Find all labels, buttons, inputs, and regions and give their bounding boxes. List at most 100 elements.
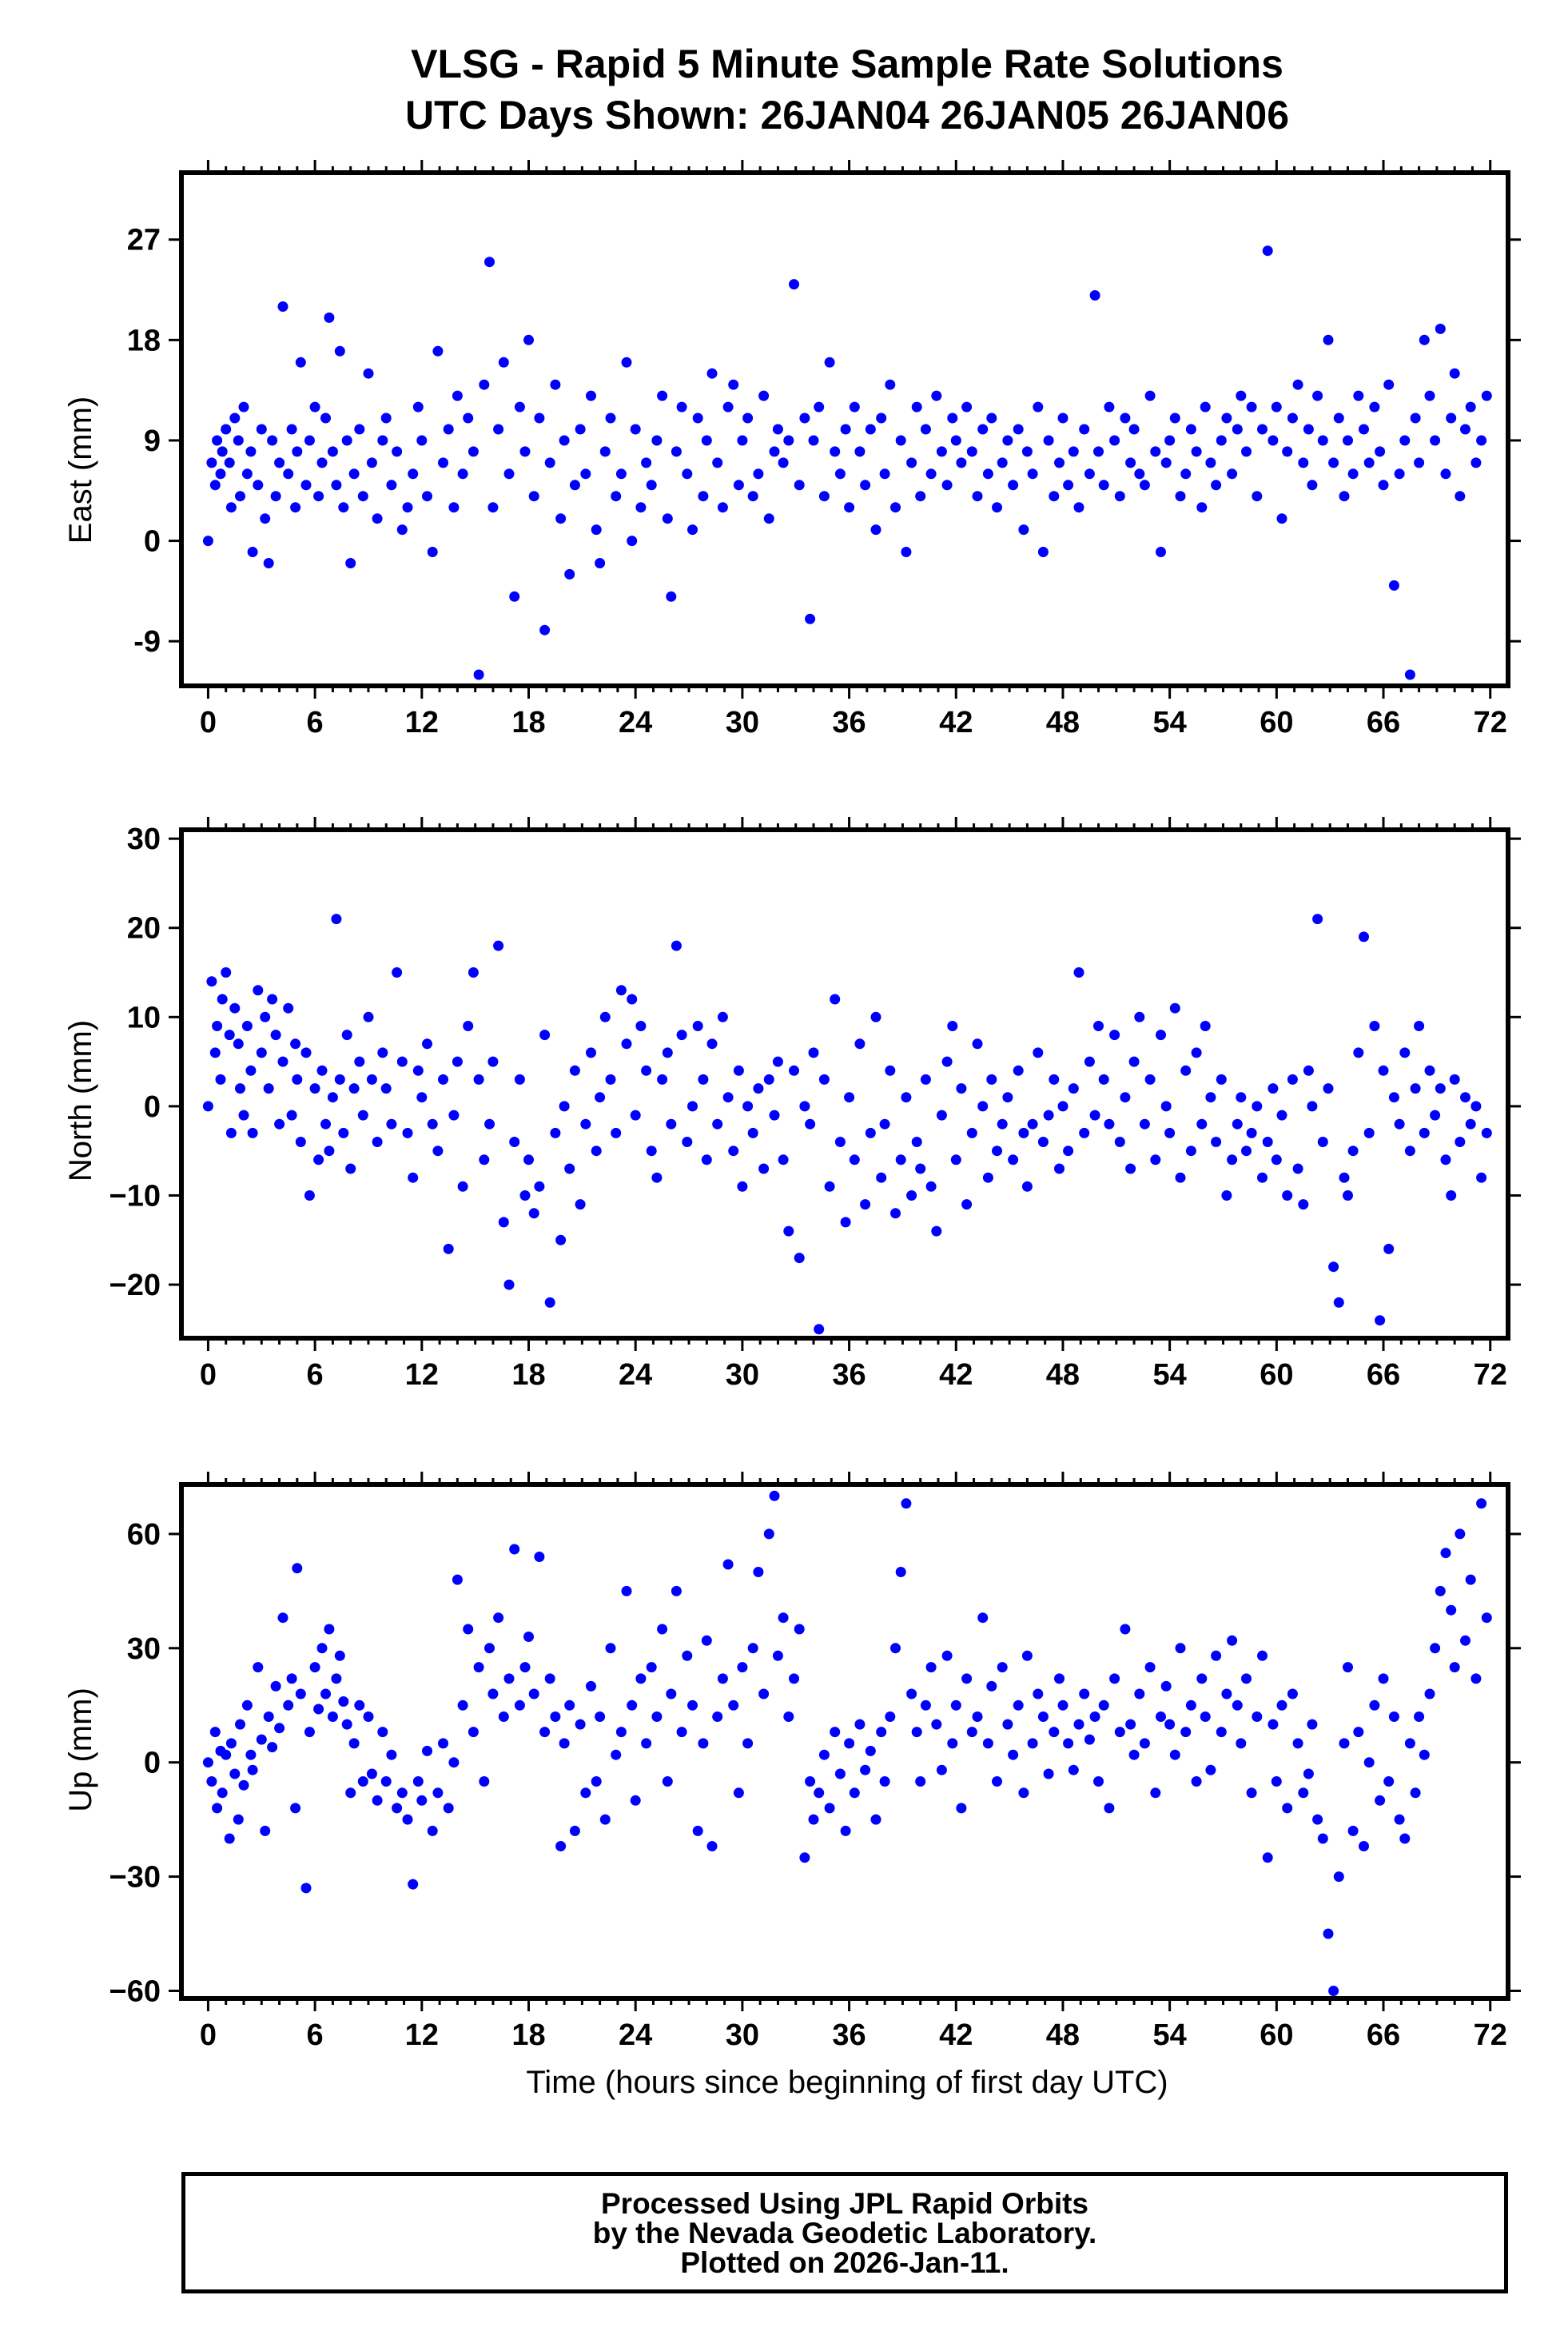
north-data-point <box>931 1225 942 1237</box>
up-data-point <box>212 1803 223 1814</box>
up-data-point <box>457 1699 468 1711</box>
east-data-point <box>1021 446 1033 457</box>
north-data-point <box>1312 914 1323 925</box>
north-data-point <box>1160 1101 1172 1112</box>
up-data-point <box>1227 1635 1238 1646</box>
north-data-point <box>936 1110 947 1121</box>
north-data-point <box>514 1074 525 1085</box>
up-data-point <box>947 1738 958 1749</box>
north-data-point <box>366 1074 377 1085</box>
up-data-point <box>1414 1711 1425 1722</box>
north-data-point <box>840 1217 851 1228</box>
up-data-point <box>1128 1749 1140 1760</box>
north-data-point <box>1098 1074 1109 1085</box>
up-data-point <box>778 1612 789 1624</box>
up-data-point <box>1089 1711 1100 1722</box>
east-data-point <box>304 435 315 446</box>
up-data-point <box>225 1738 237 1749</box>
up-data-point <box>209 1727 221 1738</box>
up-data-point <box>747 1643 758 1654</box>
north-data-point <box>1241 1146 1252 1157</box>
east-data-point <box>1169 412 1180 424</box>
east-data-point <box>1323 334 1334 345</box>
up-data-point <box>844 1738 855 1749</box>
up-data-point <box>635 1673 647 1684</box>
north-data-point <box>1013 1065 1024 1076</box>
north-data-point <box>706 1038 718 1050</box>
east-x-tick-label: 12 <box>405 706 439 739</box>
east-data-point <box>1446 412 1457 424</box>
east-data-point <box>1404 669 1415 680</box>
east-data-point <box>763 513 774 524</box>
east-data-point <box>422 491 432 502</box>
east-x-tick-label: 30 <box>726 706 759 739</box>
east-data-point <box>292 446 303 457</box>
north-data-point <box>1196 1118 1208 1130</box>
north-data-point <box>221 967 232 978</box>
up-data-point <box>599 1814 611 1825</box>
north-data-point <box>1388 1092 1399 1103</box>
up-data-point <box>448 1757 460 1768</box>
east-data-point <box>1049 491 1060 502</box>
east-data-point <box>1180 468 1192 480</box>
up-data-point <box>484 1643 495 1654</box>
north-x-tick-label: 24 <box>619 1358 652 1392</box>
chart-title-line2: UTC Days Shown: 26JAN04 26JAN05 26JAN06 <box>405 93 1289 137</box>
up-data-point <box>468 1727 479 1738</box>
up-data-point <box>1460 1635 1470 1646</box>
north-data-point <box>1307 1101 1318 1112</box>
up-data-point <box>1002 1719 1013 1730</box>
north-data-point <box>331 914 342 925</box>
up-data-point <box>1013 1699 1024 1711</box>
east-x-tick-label: 36 <box>832 706 866 739</box>
east-data-point <box>1027 468 1038 480</box>
east-data-point <box>1160 457 1172 468</box>
east-data-point <box>1134 468 1145 480</box>
north-data-point <box>911 1137 922 1147</box>
north-data-point <box>890 1208 901 1219</box>
up-data-point <box>1312 1814 1323 1825</box>
east-data-point <box>263 558 274 568</box>
up-data-point <box>1196 1673 1208 1684</box>
east-data-point <box>225 502 237 513</box>
north-data-point <box>1150 1154 1161 1166</box>
up-data-point <box>1043 1768 1054 1779</box>
north-data-point <box>267 994 278 1005</box>
up-data-point <box>941 1650 953 1661</box>
north-data-point <box>692 1021 703 1031</box>
east-data-point <box>895 435 906 446</box>
north-data-point <box>1002 1092 1013 1103</box>
up-data-point <box>1359 1841 1369 1851</box>
east-data-point <box>1104 401 1115 412</box>
north-data-point <box>599 1011 611 1022</box>
east-data-point <box>1399 435 1411 446</box>
east-data-point <box>830 446 841 457</box>
north-data-point <box>814 1324 825 1335</box>
up-data-point <box>1307 1719 1318 1730</box>
up-data-point <box>1079 1688 1090 1699</box>
north-data-point <box>1191 1047 1202 1058</box>
up-data-point <box>1008 1749 1019 1760</box>
east-data-point <box>646 480 657 491</box>
east-x-tick-label: 72 <box>1474 706 1507 739</box>
up-data-point <box>514 1699 525 1711</box>
east-panel: East (mm) 0 6 12 18 24 30 36 42 48 54 60 66 72 27 18 9 0… <box>63 160 1521 739</box>
north-data-point <box>452 1056 463 1067</box>
up-data-point <box>267 1742 278 1753</box>
east-data-point <box>427 547 438 557</box>
up-data-point <box>372 1795 383 1806</box>
east-data-point <box>1150 446 1161 457</box>
north-data-point <box>1347 1146 1359 1157</box>
north-data-point <box>363 1011 374 1022</box>
footer-box: Processed Using JPL Rapid Orbits by the … <box>181 2172 1508 2293</box>
up-data-point <box>1109 1673 1120 1684</box>
up-data-point <box>630 1795 641 1806</box>
up-data-point <box>523 1632 534 1642</box>
north-data-point <box>977 1101 989 1112</box>
east-data-point <box>241 468 253 480</box>
north-data-point <box>1440 1154 1451 1166</box>
north-data-point <box>484 1118 495 1130</box>
north-data-point <box>1430 1110 1441 1121</box>
north-data-point <box>1298 1199 1309 1210</box>
up-data-point <box>769 1490 780 1501</box>
